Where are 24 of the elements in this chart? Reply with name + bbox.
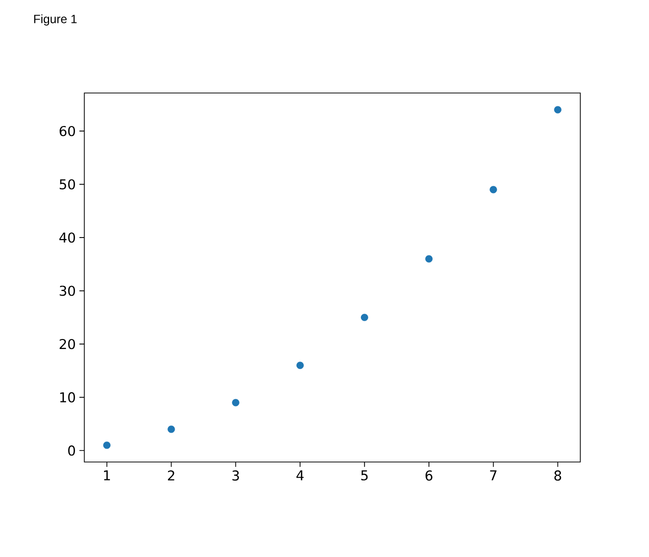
- x-tick-label: 3: [232, 470, 239, 481]
- y-tick-label: 50: [60, 179, 75, 190]
- point: [296, 362, 304, 369]
- point: [490, 186, 497, 194]
- point: [425, 255, 433, 263]
- point: [360, 314, 368, 322]
- x-tick-label: 6: [426, 470, 432, 481]
- y-tick-label: 40: [59, 232, 75, 243]
- y-tick-label: 30: [60, 286, 75, 296]
- point: [232, 398, 240, 406]
- point: [168, 426, 175, 433]
- y-tick-label: 20: [60, 338, 75, 350]
- y-tick-label: 10: [60, 392, 75, 402]
- x-tick-label: 5: [361, 470, 368, 480]
- point: [554, 106, 562, 114]
- x-tick-label: 7: [490, 470, 496, 480]
- x-tick-label: 4: [296, 470, 304, 480]
- y-tick-label: 0: [68, 445, 75, 456]
- x-tick-label: 8: [554, 470, 562, 481]
- x-tick-label: 1: [104, 470, 110, 480]
- point: [103, 442, 111, 449]
- y-tick-label: 60: [60, 126, 75, 136]
- caption: Figure 1: [34, 14, 77, 26]
- x-tick-label: 2: [168, 470, 174, 480]
